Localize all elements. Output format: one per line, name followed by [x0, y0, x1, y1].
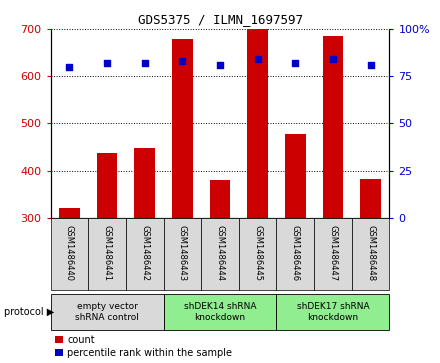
Point — [141, 60, 148, 66]
Text: shDEK14 shRNA
knockdown: shDEK14 shRNA knockdown — [184, 302, 256, 322]
Point — [216, 62, 224, 68]
Bar — [201, 218, 239, 290]
Bar — [285, 134, 306, 218]
Bar — [134, 148, 155, 218]
Point — [66, 64, 73, 70]
Point — [254, 56, 261, 62]
Text: empty vector
shRNA control: empty vector shRNA control — [75, 302, 139, 322]
Text: GSM1486445: GSM1486445 — [253, 225, 262, 281]
Point — [103, 60, 110, 66]
Text: protocol ▶: protocol ▶ — [4, 307, 55, 317]
Legend: count, percentile rank within the sample: count, percentile rank within the sample — [55, 335, 232, 358]
Text: GSM1486448: GSM1486448 — [366, 225, 375, 281]
Title: GDS5375 / ILMN_1697597: GDS5375 / ILMN_1697597 — [138, 13, 303, 26]
Bar — [126, 218, 164, 290]
Text: shDEK17 shRNA
knockdown: shDEK17 shRNA knockdown — [297, 302, 369, 322]
Point — [179, 58, 186, 64]
Bar — [352, 218, 389, 290]
Text: GSM1486441: GSM1486441 — [103, 225, 112, 281]
Bar — [51, 294, 164, 330]
Bar — [209, 180, 231, 218]
Bar — [59, 208, 80, 218]
Bar — [164, 218, 201, 290]
Bar — [164, 294, 276, 330]
Bar — [276, 294, 389, 330]
Bar — [314, 218, 352, 290]
Text: GSM1486447: GSM1486447 — [328, 225, 337, 281]
Bar — [97, 153, 117, 218]
Text: GSM1486444: GSM1486444 — [216, 225, 224, 281]
Bar — [323, 36, 343, 218]
Bar — [88, 218, 126, 290]
Text: GSM1486443: GSM1486443 — [178, 225, 187, 281]
Text: GSM1486442: GSM1486442 — [140, 225, 149, 281]
Bar — [239, 218, 276, 290]
Bar — [360, 179, 381, 218]
Text: GSM1486440: GSM1486440 — [65, 225, 74, 281]
Point — [367, 62, 374, 68]
Bar — [172, 40, 193, 218]
Point — [292, 60, 299, 66]
Point — [330, 56, 337, 62]
Bar — [276, 218, 314, 290]
Text: GSM1486446: GSM1486446 — [291, 225, 300, 281]
Bar — [51, 218, 88, 290]
Bar — [247, 29, 268, 218]
